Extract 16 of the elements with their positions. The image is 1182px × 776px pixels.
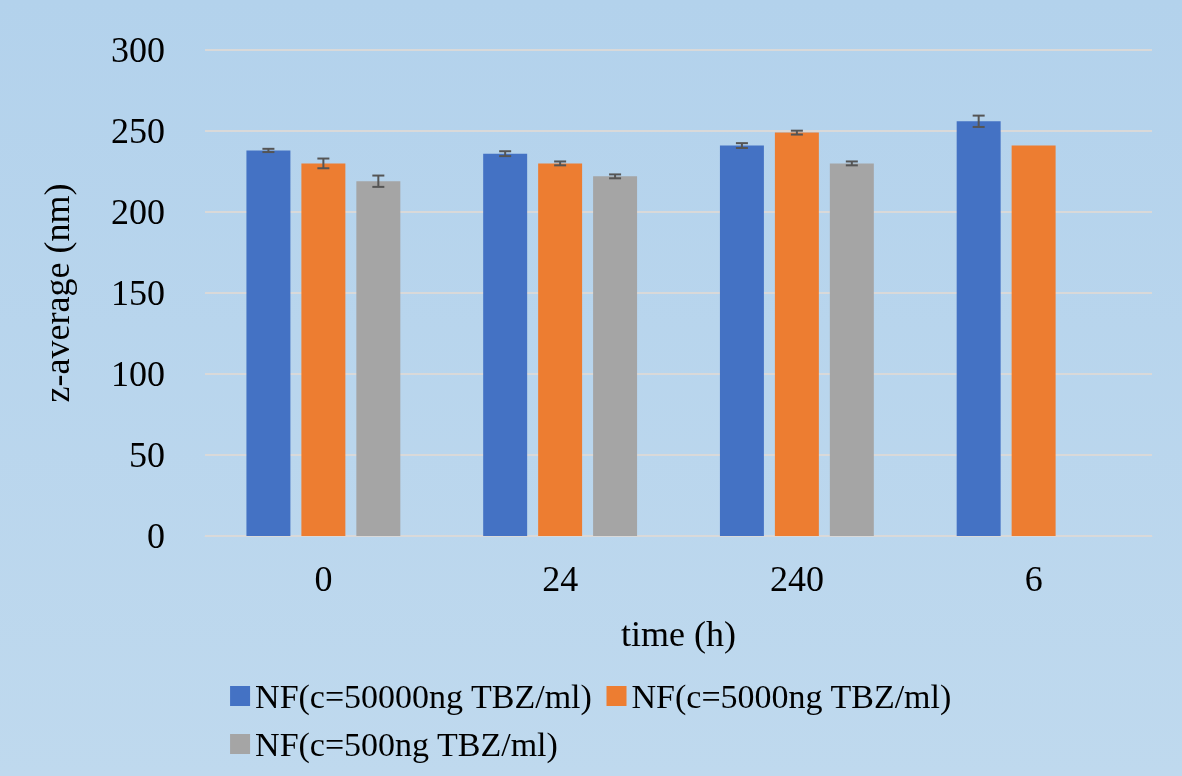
y-tick-label: 150 xyxy=(111,273,165,313)
y-tick-label: 250 xyxy=(111,111,165,151)
x-tick-label: 0 xyxy=(314,559,333,599)
y-tick-label: 50 xyxy=(129,435,165,475)
x-tick-label: 6 xyxy=(1024,559,1043,599)
y-tick-label: 100 xyxy=(111,354,165,394)
legend-label: NF(c=50000ng TBZ/ml) xyxy=(255,677,592,716)
x-tick-label: 240 xyxy=(769,559,824,599)
y-tick-label: 0 xyxy=(147,516,165,556)
y-axis-title: z-average (nm) xyxy=(37,183,77,403)
y-tick-label: 200 xyxy=(111,192,165,232)
legend-label: NF(c=5000ng TBZ/ml) xyxy=(631,677,952,716)
x-tick-label: 24 xyxy=(542,559,579,599)
legend-label: NF(c=500ng TBZ/ml) xyxy=(255,725,558,764)
x-axis-title: time (h) xyxy=(621,614,736,654)
y-tick-label: 300 xyxy=(111,30,165,70)
